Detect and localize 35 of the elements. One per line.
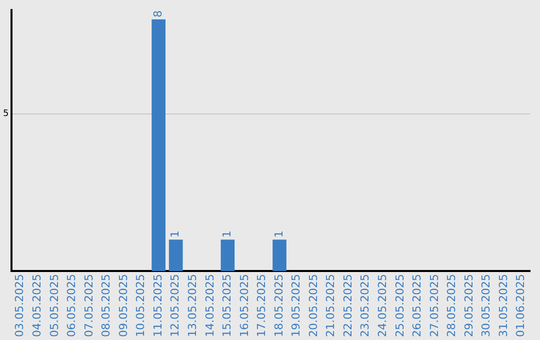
x-tick-label: 19.05.2025 <box>290 274 303 338</box>
x-tick-label: 24.05.2025 <box>376 274 390 338</box>
x-tick-label: 08.05.2025 <box>100 274 113 338</box>
x-tick-label: 15.05.2025 <box>220 274 234 338</box>
data-label: 1 <box>272 230 286 238</box>
x-tick-label: 23.05.2025 <box>358 274 372 338</box>
x-tick-label: 17.05.2025 <box>255 274 268 338</box>
x-tick-label: 05.05.2025 <box>48 274 61 338</box>
x-tick-label: 21.05.2025 <box>324 274 338 338</box>
x-tick-label: 20.05.2025 <box>306 274 320 338</box>
x-tick-label: 27.05.2025 <box>428 274 441 338</box>
x-tick-label: 26.05.2025 <box>410 274 424 338</box>
x-tick-label: 03.05.2025 <box>13 274 26 338</box>
data-label: 8 <box>151 10 164 18</box>
x-tick-label: 28.05.2025 <box>445 274 458 338</box>
x-tick-label: 25.05.2025 <box>393 274 406 338</box>
x-tick-label: 09.05.2025 <box>116 274 130 338</box>
x-tick-label: 01.06.2025 <box>514 274 528 338</box>
x-tick-label: 18.05.2025 <box>272 274 286 338</box>
data-label: 1 <box>220 230 234 238</box>
x-tick-label: 22.05.2025 <box>341 274 354 338</box>
x-tick-label: 13.05.2025 <box>186 274 199 338</box>
x-tick-label: 29.05.2025 <box>462 274 476 338</box>
data-label: 1 <box>168 230 182 238</box>
x-tick-label: 30.05.2025 <box>480 274 493 338</box>
x-tick-label: 31.05.2025 <box>496 274 510 338</box>
y-tick-label: 5 <box>2 109 9 120</box>
x-tick-label: 04.05.2025 <box>30 274 44 338</box>
x-tick-label: 07.05.2025 <box>82 274 96 338</box>
x-tick-label: 12.05.2025 <box>168 274 182 338</box>
x-tick-label: 10.05.2025 <box>134 274 148 338</box>
x-tick-label: 14.05.2025 <box>203 274 216 338</box>
x-tick-label: 16.05.2025 <box>238 274 251 338</box>
x-tick-label: 11.05.2025 <box>151 274 164 338</box>
x-tick-label: 06.05.2025 <box>65 274 78 338</box>
